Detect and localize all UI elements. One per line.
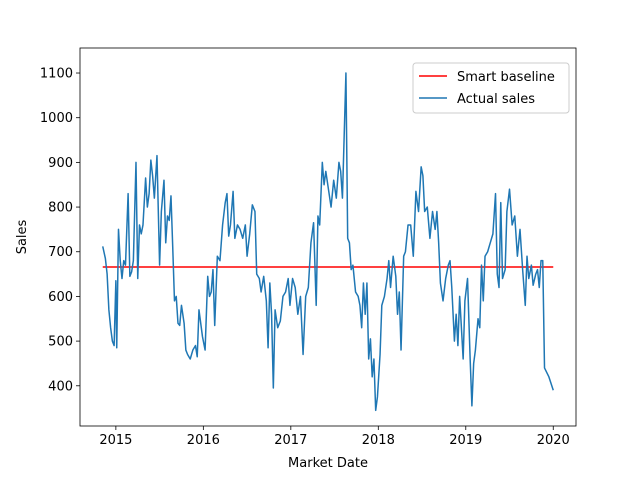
legend-label: Actual sales (457, 92, 535, 107)
x-tick-label: 2019 (449, 433, 482, 448)
x-axis-label: Market Date (288, 456, 368, 471)
y-tick-label: 600 (48, 290, 73, 305)
y-tick-label: 800 (48, 201, 73, 216)
legend-box (412, 62, 570, 114)
plot-frame (79, 47, 577, 427)
y-tick-label: 700 (48, 245, 73, 260)
legend-label: Smart baseline (457, 70, 555, 85)
x-tick-label: 2016 (187, 433, 220, 448)
y-tick-label: 400 (48, 379, 73, 394)
x-tick-label: 2015 (99, 433, 132, 448)
x-tick-label: 2018 (362, 433, 395, 448)
y-tick-label: 1000 (40, 111, 73, 126)
x-tick-label: 2020 (537, 433, 570, 448)
series-line (102, 72, 554, 412)
x-tick-label: 2017 (274, 433, 307, 448)
y-tick-label: 900 (48, 156, 73, 171)
y-axis-label: Sales (15, 219, 30, 254)
y-tick-label: 500 (48, 335, 73, 350)
y-tick-label: 1100 (40, 67, 73, 82)
